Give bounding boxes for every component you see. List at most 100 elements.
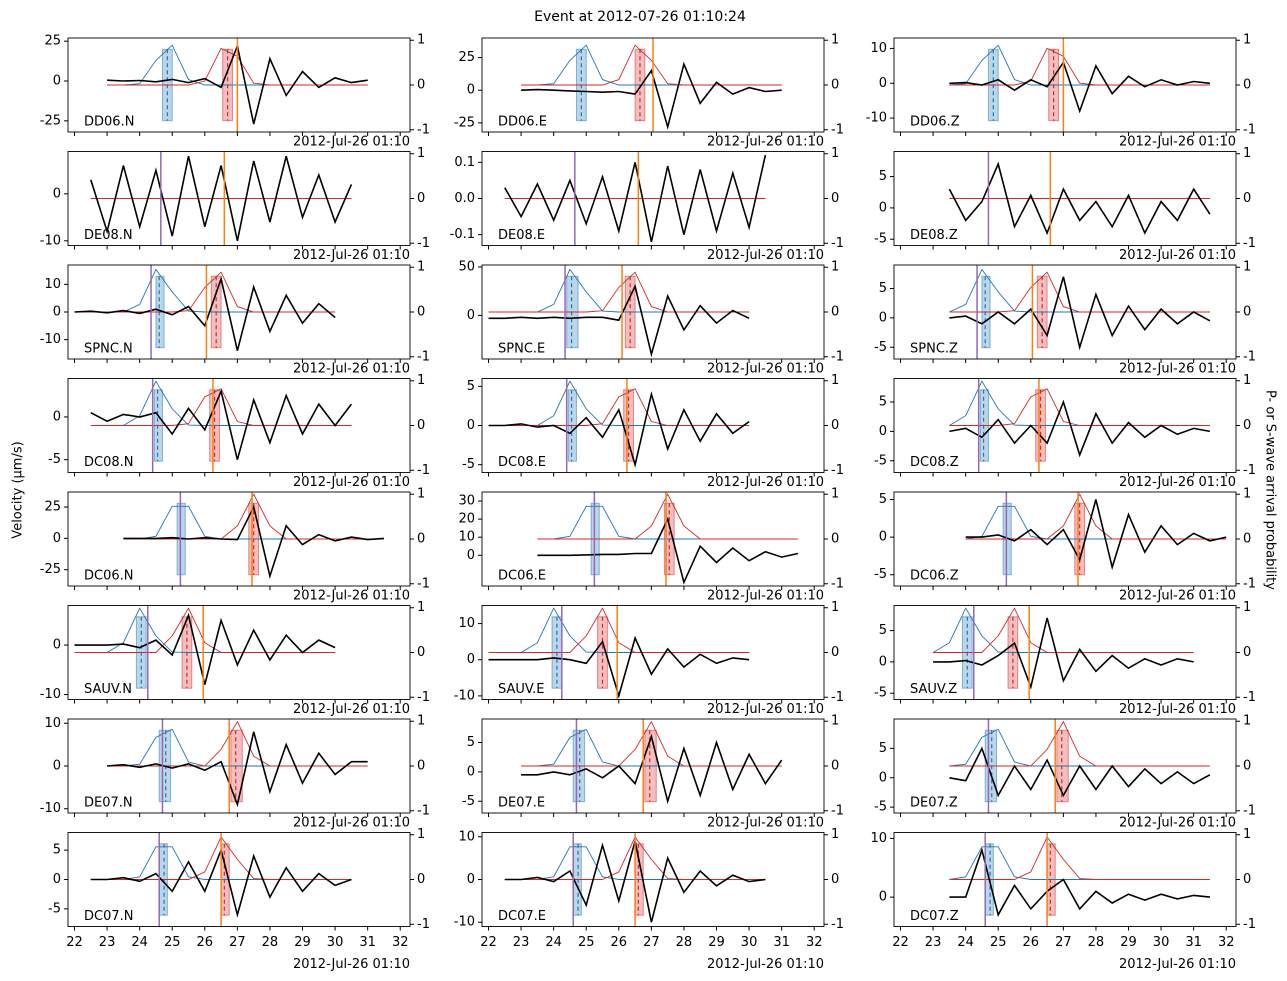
y2-tick-label: 0 [831,418,839,433]
station-label: DE07.Z [910,796,958,811]
y-tick-label: 0 [467,83,475,98]
x-offset-label: 2012-Jul-26 01:10 [707,702,824,717]
probability-curve [949,720,1210,767]
station-label: DC06.E [498,569,546,584]
y2-tick-label: 1 [831,487,839,502]
figure-title: Event at 2012-07-26 01:10:24 [534,9,746,25]
y-tick-label: 0 [879,76,887,91]
y2-tick-label: 1 [1243,600,1251,615]
x-tick-label: 30 [1153,935,1170,950]
y-tick-label: 5 [467,735,475,750]
y2-tick-label: 0 [831,532,839,547]
y2-tick-label: 1 [831,373,839,388]
y2-tick-label: 0 [1243,872,1251,887]
y2-tick-label: -1 [417,690,430,705]
x-tick-label: 26 [611,935,628,950]
probability-curve [949,271,1210,313]
x-tick-label: 22 [66,935,83,950]
y-tick-label: -25 [454,115,475,130]
x-offset-label: 2012-Jul-26 01:10 [293,475,410,490]
y2-tick-label: 0 [1243,645,1251,660]
y-tick-label: -10 [40,233,61,248]
waveform [949,399,1211,458]
x-offset-label: 2012-Jul-26 01:10 [707,248,824,263]
y-tick-label: 25 [458,50,475,65]
waveform [488,391,750,468]
x-tick-label: 28 [1088,935,1105,950]
x-tick-label: 28 [262,935,279,950]
y-tick-label: 0 [467,418,475,433]
y-tick-label: -10 [40,801,61,816]
probability-curve [537,493,798,540]
y2-tick-label: 0 [1243,78,1251,93]
y2-tick-label: 1 [417,827,425,842]
waveform [949,847,1210,917]
station-label: SPNC.Z [910,342,958,357]
x-offset-label: 2012-Jul-26 01:10 [707,957,824,972]
y-tick-label: 0 [467,548,475,563]
y-tick-label: 5 [879,395,887,410]
y2-tick-label: -1 [831,690,844,705]
x-tick-label: 29 [1120,935,1137,950]
y-tick-label: 50 [458,259,475,274]
y2-tick-label: -1 [1243,690,1256,705]
y2-tick-label: 1 [1243,487,1251,502]
y2-tick-label: 1 [831,33,839,48]
y2-tick-label: -1 [831,349,844,364]
y2-tick-label: 1 [417,33,425,48]
y2-tick-label: 0 [417,645,425,660]
x-tick-label: 23 [925,935,942,950]
y2-tick-label: 0 [417,759,425,774]
x-tick-label: 31 [1185,935,1202,950]
x-offset-label: 2012-Jul-26 01:10 [707,475,824,490]
y2-tick-label: -1 [831,917,844,932]
x-offset-label: 2012-Jul-26 01:10 [1119,702,1236,717]
y-tick-label: -5 [48,901,61,916]
y2-tick-label: -1 [1243,803,1256,818]
waveform [949,60,1210,114]
y2-tick-label: 0 [831,305,839,320]
waveform [488,283,750,358]
y2-tick-label: 1 [831,260,839,275]
y-tick-label: -25 [40,113,61,128]
x-tick-label: 29 [708,935,725,950]
station-label: DD06.Z [910,115,960,130]
y2-tick-label: -1 [417,803,430,818]
y2-tick-label: 1 [417,487,425,502]
station-label: DC08.Z [910,455,959,470]
x-offset-label: 2012-Jul-26 01:10 [1119,816,1236,831]
y-tick-label: 5 [879,281,887,296]
y2-tick-label: -1 [1243,576,1256,591]
x-tick-label: 30 [741,935,758,950]
y-tick-label: 0 [53,531,61,546]
x-offset-label: 2012-Jul-26 01:10 [707,362,824,377]
y-tick-label: -5 [874,567,887,582]
y-tick-label: -5 [462,457,475,472]
y2-tick-label: -1 [417,576,430,591]
probability-curve [933,607,1194,653]
y-tick-label: -10 [866,111,887,126]
y2-tick-label: 1 [1243,260,1251,275]
y2-tick-label: -1 [831,463,844,478]
y-tick-label: 0 [467,652,475,667]
y2-tick-label: 0 [417,191,425,206]
y2-tick-label: -1 [1243,122,1256,137]
y2-tick-label: 0 [831,78,839,93]
x-offset-label: 2012-Jul-26 01:10 [293,957,410,972]
y2-tick-label: 1 [417,146,425,161]
y2-tick-label: 1 [1243,146,1251,161]
y2-tick-label: -1 [1243,463,1256,478]
y-tick-label: 0 [53,409,61,424]
y-tick-label: 0 [467,872,475,887]
y2-tick-label: 0 [417,532,425,547]
x-tick-label: 32 [392,935,409,950]
x-tick-label: 28 [676,935,693,950]
y-tick-label: 0 [879,654,887,669]
y-tick-label: -5 [874,232,887,247]
x-offset-label: 2012-Jul-26 01:10 [293,589,410,604]
y-tick-label: 30 [458,494,475,509]
station-label: DE08.N [84,228,133,243]
y2-tick-label: 0 [831,645,839,660]
y-tick-label: 0 [467,764,475,779]
